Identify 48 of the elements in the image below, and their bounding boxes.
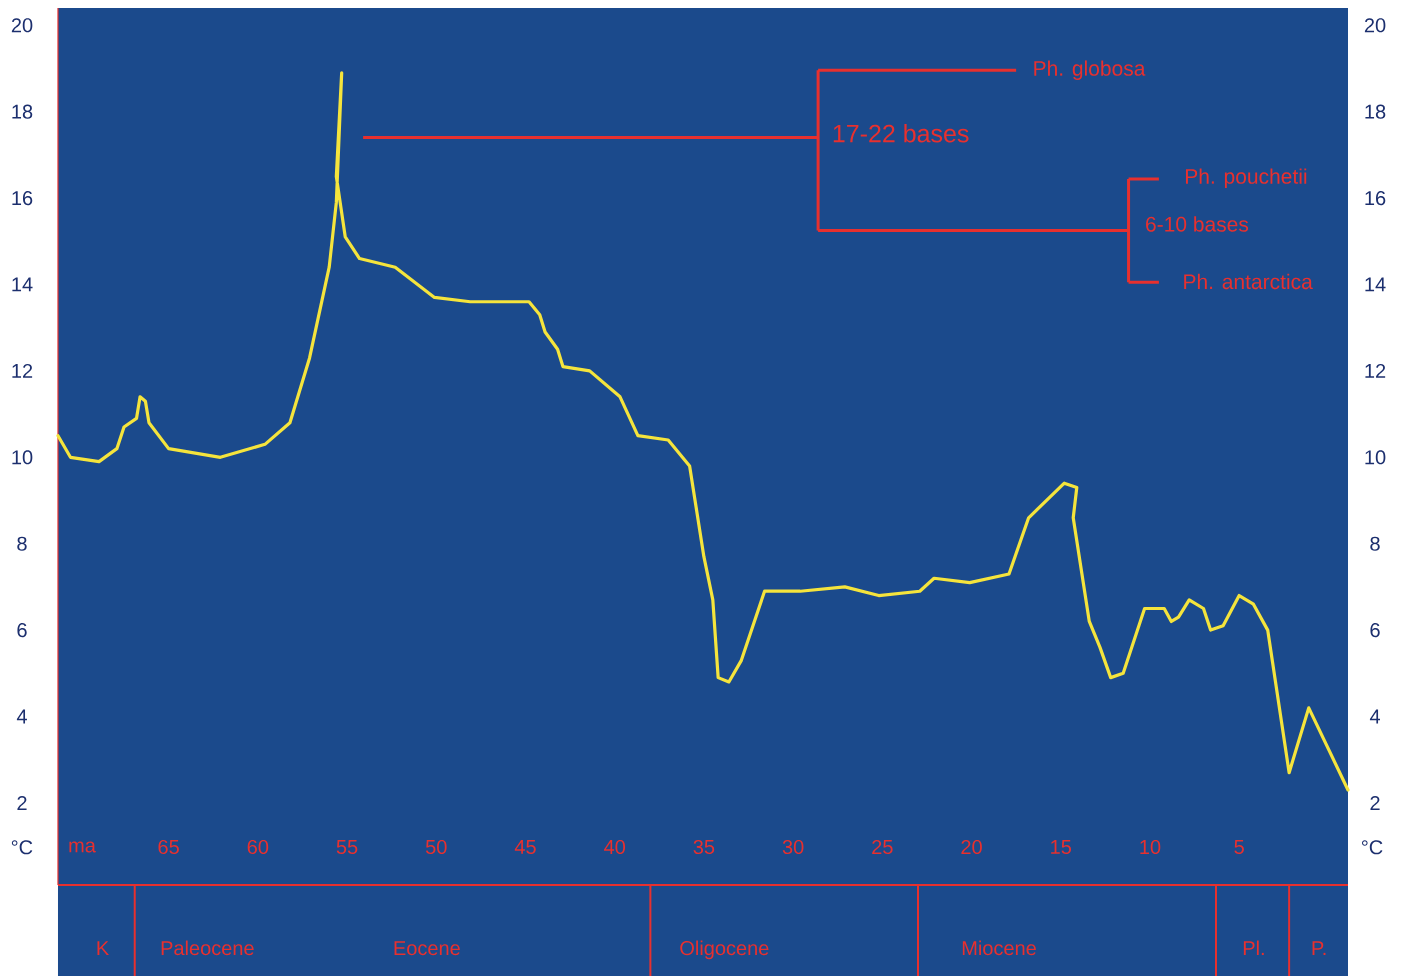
y2-tick-label: 6 xyxy=(1370,623,1380,638)
y2-tick-label: 14 xyxy=(1365,277,1386,292)
text: Oligocene xyxy=(680,940,769,960)
x-tick-label: 55 xyxy=(336,840,358,854)
x-axis-title: ma xyxy=(69,841,96,853)
y2-tick-label: 20 xyxy=(1364,18,1386,33)
text: Paleocene xyxy=(161,940,254,956)
annotation: Ph. globosa xyxy=(1034,60,1146,80)
x-tick-label: 15 xyxy=(1051,840,1072,854)
x-tick-label: 35 xyxy=(693,839,715,855)
annotation: Ph. pouchetii xyxy=(1185,168,1307,188)
y-axis-title: °C xyxy=(11,840,33,855)
y2-tick-label: 2 xyxy=(1370,795,1380,810)
text: P. xyxy=(1312,941,1326,955)
y-tick-label: 8 xyxy=(17,536,27,551)
x-tick-label: 30 xyxy=(782,839,804,855)
y-tick-label: 12 xyxy=(12,363,33,378)
y-tick-label: 4 xyxy=(16,709,27,724)
y2-tick-label: 4 xyxy=(1369,709,1380,724)
y2-axis-title: °C xyxy=(1361,840,1383,855)
y2-tick-label: 10 xyxy=(1365,450,1386,465)
y-tick-label: 10 xyxy=(12,450,33,465)
text: K xyxy=(97,941,109,955)
x-tick-label: 5 xyxy=(1234,840,1244,854)
y-tick-label: 2 xyxy=(17,795,27,810)
x-tick-label: 45 xyxy=(514,840,536,854)
y-tick-label: 18 xyxy=(12,104,33,119)
y-tick-label: 6 xyxy=(17,623,27,638)
x-tick-label: 60 xyxy=(247,839,269,855)
y-tick-label: 20 xyxy=(11,18,33,33)
annotation: Ph. antarctica xyxy=(1184,273,1313,290)
y2-tick-label: 18 xyxy=(1365,104,1386,119)
text: Eocene xyxy=(394,941,460,956)
x-tick-label: 25 xyxy=(872,839,893,855)
text: Miocene xyxy=(962,940,1036,956)
y-tick-label: 16 xyxy=(12,191,33,206)
y2-tick-label: 8 xyxy=(1370,536,1380,551)
y-tick-label: 14 xyxy=(12,277,33,292)
y2-tick-label: 16 xyxy=(1365,191,1386,206)
x-tick-label: 65 xyxy=(158,839,179,855)
x-tick-label: 10 xyxy=(1140,839,1161,855)
y2-tick-label: 12 xyxy=(1365,363,1386,378)
x-tick-label: 50 xyxy=(425,839,447,855)
x-tick-label: 40 xyxy=(604,839,626,855)
annotation: 6-10 bases xyxy=(1146,216,1249,232)
annotation: 17-22 bases xyxy=(833,124,969,143)
text: Pl. xyxy=(1243,940,1264,955)
x-tick-label: 20 xyxy=(961,839,982,855)
